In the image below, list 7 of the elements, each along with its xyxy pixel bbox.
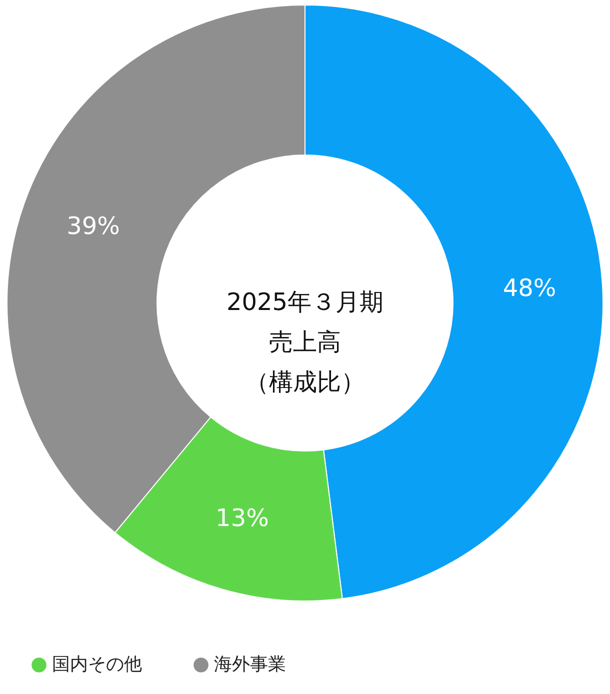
- legend-label: 海外事業: [214, 654, 286, 675]
- data-label: 39%: [66, 212, 120, 240]
- text: 売上高（構成比）: [245, 328, 365, 396]
- data-label: 48%: [502, 274, 556, 302]
- legend-label: 国内その他: [52, 654, 142, 675]
- text: 2025年３月期: [226, 288, 384, 316]
- data-label: 13%: [216, 504, 269, 532]
